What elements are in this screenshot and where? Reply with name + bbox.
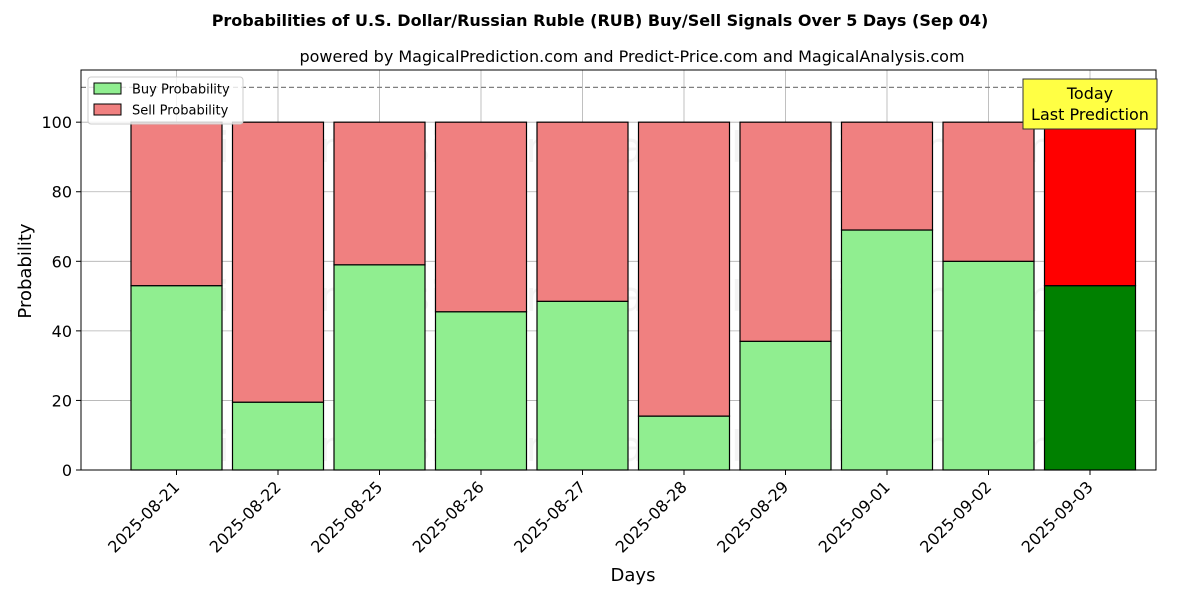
bar-buy [1043, 285, 1137, 471]
legend-label-sell: Sell Probability [132, 104, 229, 119]
bar-buy [840, 229, 934, 471]
y-tick-label: 20 [52, 391, 72, 410]
legend-box [87, 76, 244, 125]
x-tick-label: 2025-08-28 [612, 477, 691, 556]
legend-swatch-buy [93, 82, 122, 95]
y-tick-label: 0 [62, 461, 72, 480]
chart-title: Probabilities of U.S. Dollar/Russian Rub… [212, 11, 989, 30]
bar-buy [739, 340, 832, 471]
bar-sell [739, 121, 832, 342]
annotation-box [1022, 78, 1158, 130]
y-tick-label: 40 [52, 322, 72, 341]
y-tick-label: 80 [52, 183, 72, 202]
bar-buy [434, 311, 528, 471]
plot-frame [80, 69, 1157, 471]
chart-subtitle: powered by MagicalPrediction.com and Pre… [299, 47, 964, 66]
bar-sell [637, 121, 731, 417]
annotation-line2: Last Prediction [1031, 105, 1149, 124]
bar-sell [536, 121, 629, 302]
y-axis-label: Probability [15, 223, 36, 318]
bar-buy [637, 415, 731, 471]
x-tick-label: 2025-08-29 [713, 477, 792, 556]
bar-buy [333, 264, 426, 471]
x-tick-label: 2025-08-25 [307, 477, 386, 556]
x-tick-label: 2025-08-27 [510, 477, 589, 556]
bar-sell [840, 121, 934, 231]
bar-buy [536, 300, 629, 471]
y-tick-label: 60 [52, 252, 72, 271]
annotation-line1: Today [1066, 84, 1113, 103]
y-tick-label: 100 [41, 113, 72, 132]
x-tick-label: 2025-09-01 [815, 477, 894, 556]
bar-buy [231, 401, 325, 471]
x-tick-label: 2025-08-21 [104, 477, 183, 556]
bars [130, 121, 1137, 471]
x-tick-label: 2025-08-26 [409, 477, 488, 556]
legend-swatch-sell [93, 103, 122, 116]
x-axis: 2025-08-21 2025-08-22 2025-08-25 2025-08-26… [104, 470, 1097, 557]
x-tick-label: 2025-09-03 [1018, 477, 1097, 556]
bar-sell [434, 121, 528, 313]
legend: Buy Probability Sell Probability [87, 76, 244, 125]
today-annotation: Today Last Prediction [1022, 78, 1158, 130]
legend-label-buy: Buy Probability [132, 83, 230, 98]
x-tick-label: 2025-09-02 [916, 477, 995, 556]
bar-sell [333, 121, 426, 266]
x-axis-label: Days [611, 565, 656, 586]
bar-sell [942, 121, 1035, 262]
bar-sell [231, 121, 325, 403]
x-tick-label: 2025-08-22 [206, 477, 285, 556]
bar-buy [942, 260, 1035, 471]
bar-sell [1043, 121, 1137, 287]
bar-buy [130, 285, 223, 471]
bar-sell [130, 121, 223, 287]
y-axis: 0 20 40 60 80 100 [41, 113, 81, 480]
